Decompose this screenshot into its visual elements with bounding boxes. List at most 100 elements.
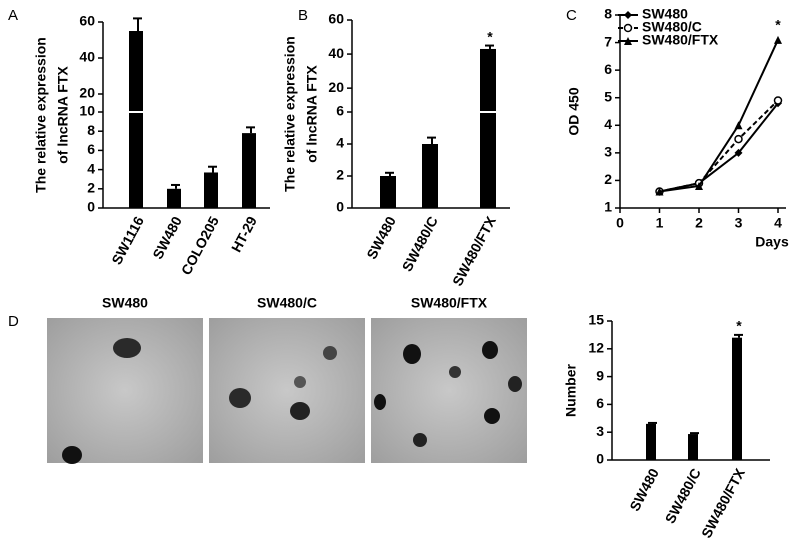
colony — [508, 376, 522, 392]
y-tick-label: 3 — [596, 423, 604, 439]
y-tick-label: 15 — [588, 312, 604, 328]
y-tick-label: 20 — [79, 85, 95, 101]
bar — [422, 144, 438, 208]
image-label: SW480/FTX — [411, 295, 488, 311]
y-tick-label: 7 — [604, 33, 612, 49]
colony — [294, 376, 306, 388]
y-axis-label: The relative expression — [282, 36, 298, 192]
micrograph — [209, 318, 365, 463]
x-tick-label: 1 — [656, 215, 664, 231]
micrographs: SW480 SW480/C SW480/FTX — [47, 295, 527, 464]
y-tick-label: 20 — [328, 79, 344, 95]
x-tick-label: HT-29 — [228, 213, 260, 254]
y-tick-label: 6 — [87, 141, 95, 157]
legend-marker — [624, 11, 632, 19]
legend-label: SW480/C — [642, 19, 702, 35]
bar — [380, 176, 396, 208]
y-tick-label: 8 — [87, 122, 95, 138]
panel-label: A — [8, 7, 18, 24]
bar — [129, 31, 143, 208]
point — [695, 181, 703, 190]
x-tick-label: SW480 — [626, 465, 662, 513]
x-tick-label: SW480 — [149, 213, 185, 261]
x-tick-label: 3 — [735, 215, 743, 231]
y-tick-label: 60 — [79, 13, 95, 29]
colony — [62, 446, 82, 464]
y-axis-label: OD 450 — [566, 87, 582, 135]
point — [774, 35, 782, 44]
y-axis-label: The relative expression — [33, 37, 49, 193]
bar — [732, 337, 742, 460]
y-tick-label: 6 — [604, 61, 612, 77]
y-tick-label: 8 — [604, 6, 612, 22]
x-axis-label: Days — [755, 234, 789, 250]
point — [734, 148, 743, 157]
point — [734, 134, 743, 144]
y-tick-label: 0 — [596, 451, 604, 467]
bar — [688, 434, 698, 460]
colony — [449, 366, 461, 378]
legend-label: SW480/FTX — [642, 32, 719, 48]
image-label: SW480/C — [257, 295, 317, 311]
legend-marker — [623, 23, 633, 33]
point — [773, 96, 783, 105]
bar — [204, 172, 218, 208]
bar — [242, 133, 256, 208]
x-tick-label: SW1116 — [108, 213, 147, 267]
y-tick-label: 0 — [87, 199, 95, 215]
legend-label: SW480 — [642, 6, 688, 22]
colony — [374, 394, 386, 410]
y-tick-label: 6 — [596, 395, 604, 411]
y-tick-label: 9 — [596, 367, 604, 383]
point — [655, 187, 664, 196]
colony — [482, 341, 498, 359]
y-tick-label: 1 — [604, 199, 612, 215]
y-tick-label: 10 — [79, 103, 95, 119]
colony — [413, 433, 427, 447]
y-tick-label: 2 — [87, 180, 95, 196]
colony — [323, 346, 337, 360]
colony — [403, 344, 421, 364]
y-tick-label: 4 — [604, 116, 612, 132]
x-tick-label: COLO205 — [178, 213, 222, 277]
bar — [646, 423, 656, 460]
panel-label: B — [298, 7, 308, 24]
y-tick-label: 6 — [336, 103, 344, 119]
x-tick-label: 2 — [695, 215, 703, 231]
point — [734, 121, 743, 130]
x-tick-label: 4 — [774, 215, 782, 231]
y-tick-label: 4 — [336, 135, 344, 151]
y-tick-label: 40 — [328, 45, 344, 61]
panel-label: C — [566, 7, 577, 24]
y-tick-label: 60 — [328, 11, 344, 27]
y-axis-label: of lncRNA FTX — [55, 66, 71, 164]
legend-marker — [624, 37, 632, 45]
x-tick-label: SW480/FTX — [698, 465, 748, 540]
colony — [113, 338, 141, 358]
y-tick-label: 2 — [604, 171, 612, 187]
colony — [290, 402, 310, 420]
annotation: * — [775, 17, 781, 33]
x-tick-label: SW480/C — [399, 214, 441, 274]
x-tick-label: SW480/C — [662, 466, 704, 526]
annotation: * — [736, 318, 742, 334]
colony — [229, 388, 251, 408]
bar — [480, 48, 496, 208]
series-line — [659, 99, 779, 193]
image-label: SW480 — [102, 295, 148, 311]
y-axis-label: of lncRNA FTX — [304, 65, 320, 163]
y-tick-label: 5 — [604, 88, 612, 104]
panel-label: D — [8, 313, 19, 330]
series-line — [659, 39, 779, 193]
x-tick-label: SW480/FTX — [449, 213, 499, 288]
y-tick-label: 4 — [87, 160, 95, 176]
y-tick-label: 40 — [79, 49, 95, 65]
bar — [167, 188, 181, 208]
y-tick-label: 12 — [588, 340, 604, 356]
y-tick-label: 0 — [336, 199, 344, 215]
y-tick-label: 2 — [336, 167, 344, 183]
y-tick-label: 3 — [604, 144, 612, 160]
colony — [484, 408, 500, 424]
micrograph — [371, 318, 527, 463]
